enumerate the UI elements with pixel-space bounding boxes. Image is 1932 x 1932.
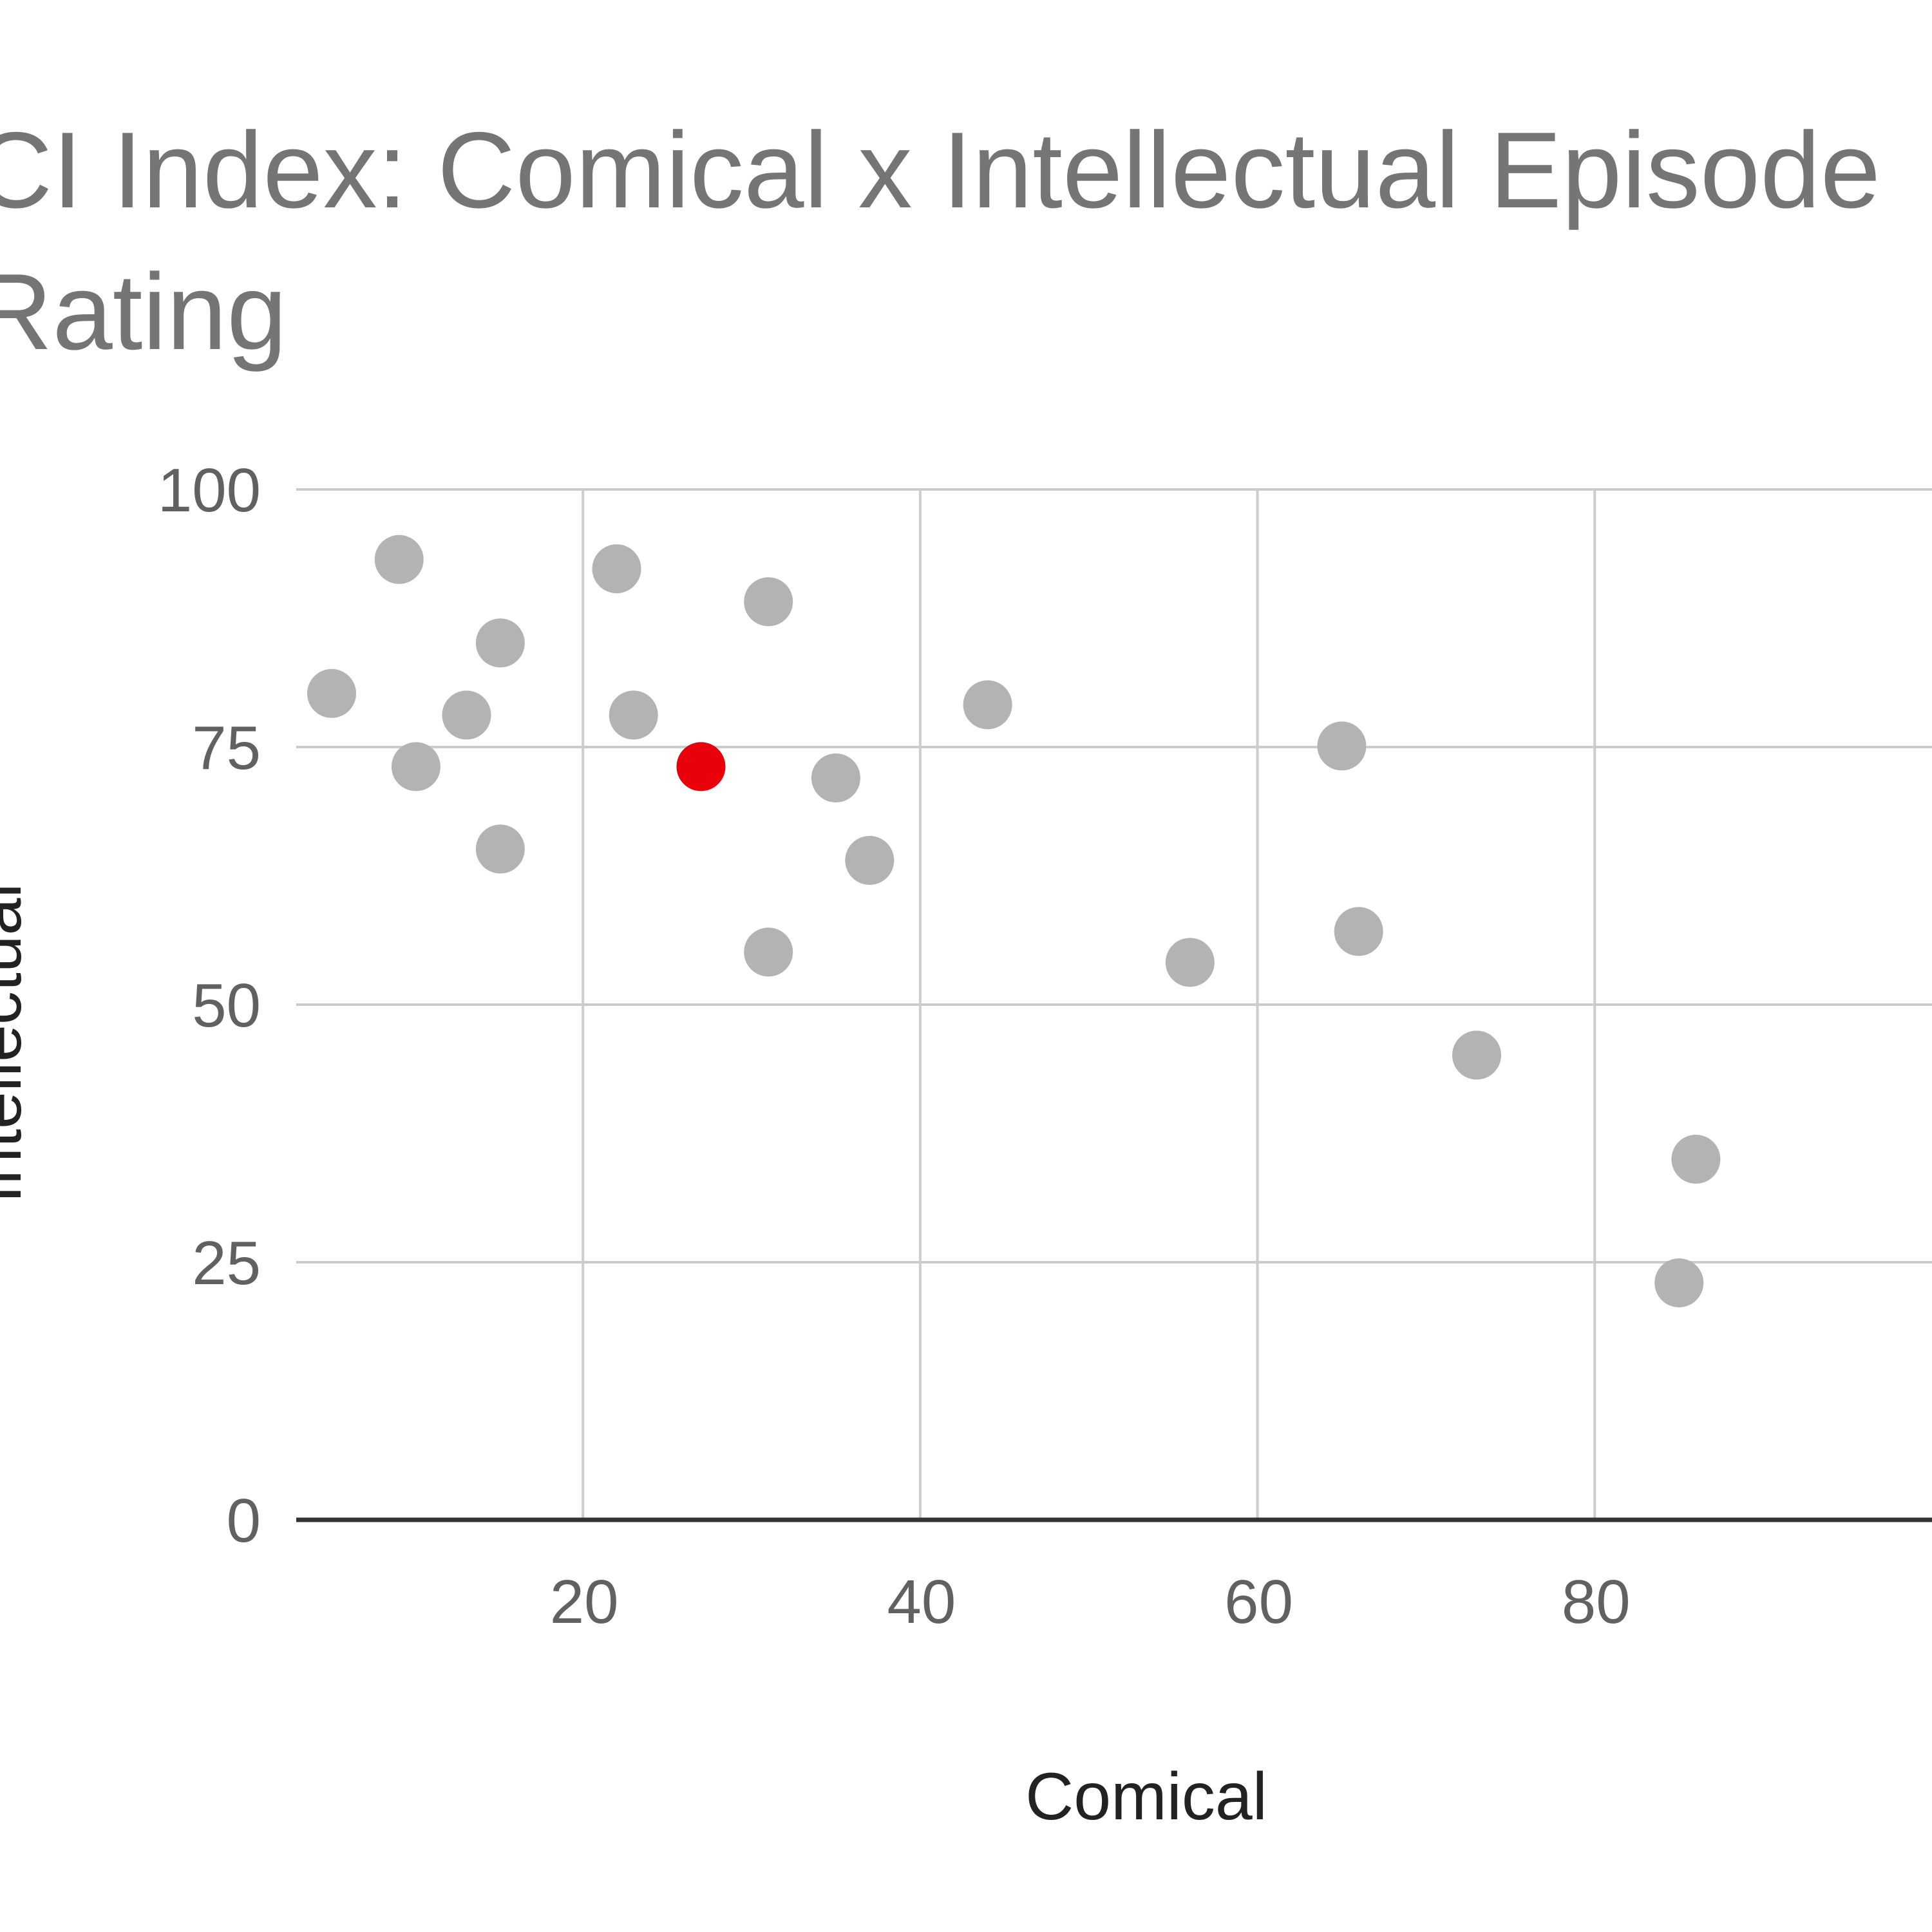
- y-tick-label: 25: [192, 1229, 261, 1298]
- data-point: [845, 836, 895, 885]
- data-point: [391, 742, 440, 791]
- gridlines: [296, 488, 1932, 1522]
- data-point: [1334, 907, 1383, 956]
- data-point: [374, 535, 424, 584]
- data-point: [307, 668, 356, 718]
- y-tick-label: 75: [192, 714, 261, 782]
- data-point: [475, 618, 525, 668]
- data-point: [442, 690, 491, 740]
- x-tick-label: 80: [1562, 1567, 1631, 1636]
- y-tick-label: 0: [227, 1486, 261, 1555]
- data-point: [963, 680, 1012, 730]
- data-point: [744, 577, 793, 627]
- data-point: [1317, 721, 1367, 771]
- data-point: [1671, 1135, 1721, 1184]
- data-point: [744, 927, 793, 977]
- y-axis-ticks: 0 25 50 75 100: [158, 456, 261, 1555]
- chart-title-line-1: CI Index: Comical x Intellectual Episode: [0, 109, 1880, 231]
- x-tick-label: 20: [550, 1567, 619, 1636]
- data-point: [592, 544, 641, 594]
- data-point: [475, 824, 525, 874]
- x-axis-ticks: 20 40 60 80: [550, 1567, 1631, 1636]
- chart-title: CI Index: Comical x Intellectual Episode…: [0, 109, 1880, 372]
- data-point: [609, 690, 658, 740]
- chart-title-line-2: Rating: [0, 251, 287, 372]
- y-tick-label: 50: [192, 971, 261, 1040]
- data-point: [1452, 1030, 1501, 1080]
- data-point: [1165, 938, 1215, 987]
- data-points: [307, 535, 1721, 1307]
- x-tick-label: 40: [887, 1567, 956, 1636]
- highlighted-data-point: [676, 742, 726, 791]
- y-tick-label: 100: [158, 456, 261, 525]
- y-axis-title: Intellectual: [0, 883, 35, 1203]
- x-axis-title: Comical: [1025, 1759, 1267, 1834]
- data-point: [1654, 1258, 1704, 1307]
- x-tick-label: 60: [1224, 1567, 1293, 1636]
- data-point: [811, 753, 860, 802]
